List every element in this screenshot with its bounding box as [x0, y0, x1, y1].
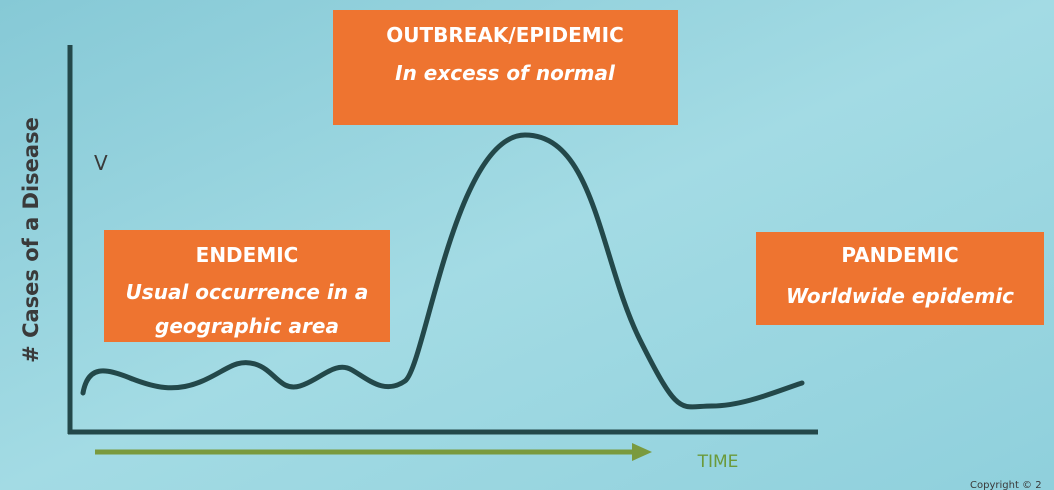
- endemic-box: [104, 230, 390, 342]
- pandemic-subtitle: Worldwide epidemic: [786, 284, 1014, 308]
- outbreak-title: OUTBREAK/EPIDEMIC: [386, 23, 624, 47]
- disease-curve: [80, 132, 805, 410]
- pandemic-box: [756, 232, 1044, 325]
- endemic-title: ENDEMIC: [196, 243, 299, 267]
- pandemic-title: PANDEMIC: [841, 243, 958, 267]
- copyright: Copyright © 2: [970, 480, 1042, 490]
- endemic-line: Usual occurrence in a: [126, 280, 369, 304]
- time-arrow-head: [632, 443, 652, 461]
- endemic-line: geographic area: [155, 314, 339, 338]
- outbreak-subtitle: In excess of normal: [395, 61, 616, 85]
- marker-text: V: [94, 151, 108, 175]
- outbreak-box: [333, 10, 678, 125]
- x-axis-label: TIME: [697, 452, 739, 472]
- y-axis-label: # Cases of a Disease: [19, 117, 43, 363]
